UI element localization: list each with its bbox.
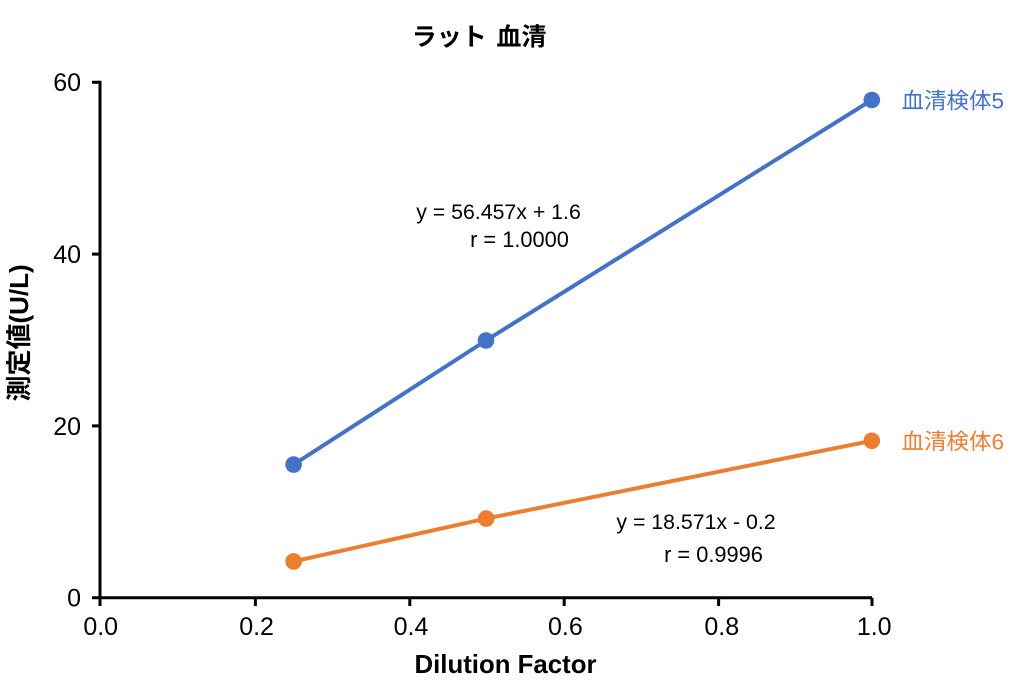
svg-text:40: 40 bbox=[53, 241, 81, 269]
svg-text:5: 5 bbox=[992, 89, 1005, 114]
svg-text:0.0: 0.0 bbox=[83, 613, 118, 641]
svg-text:Dilution Factor: Dilution Factor bbox=[414, 651, 596, 679]
svg-text:r = 1.0000: r = 1.0000 bbox=[470, 227, 569, 252]
svg-text:0.6: 0.6 bbox=[548, 613, 583, 641]
svg-text:0.8: 0.8 bbox=[704, 613, 739, 641]
svg-text:0.4: 0.4 bbox=[394, 613, 429, 641]
svg-text:y = 18.571x - 0.2: y = 18.571x - 0.2 bbox=[616, 510, 775, 534]
svg-text:20: 20 bbox=[53, 413, 81, 441]
svg-text:0.2: 0.2 bbox=[239, 613, 274, 641]
svg-text:y = 56.457x + 1.6: y = 56.457x + 1.6 bbox=[416, 200, 581, 224]
svg-text:1.0: 1.0 bbox=[857, 613, 892, 641]
svg-text:0: 0 bbox=[67, 585, 81, 613]
svg-text:60: 60 bbox=[53, 69, 81, 97]
svg-text:6: 6 bbox=[992, 429, 1005, 454]
svg-text:r = 0.9996: r = 0.9996 bbox=[664, 542, 763, 567]
svg-text:(U/L): (U/L) bbox=[4, 264, 34, 323]
